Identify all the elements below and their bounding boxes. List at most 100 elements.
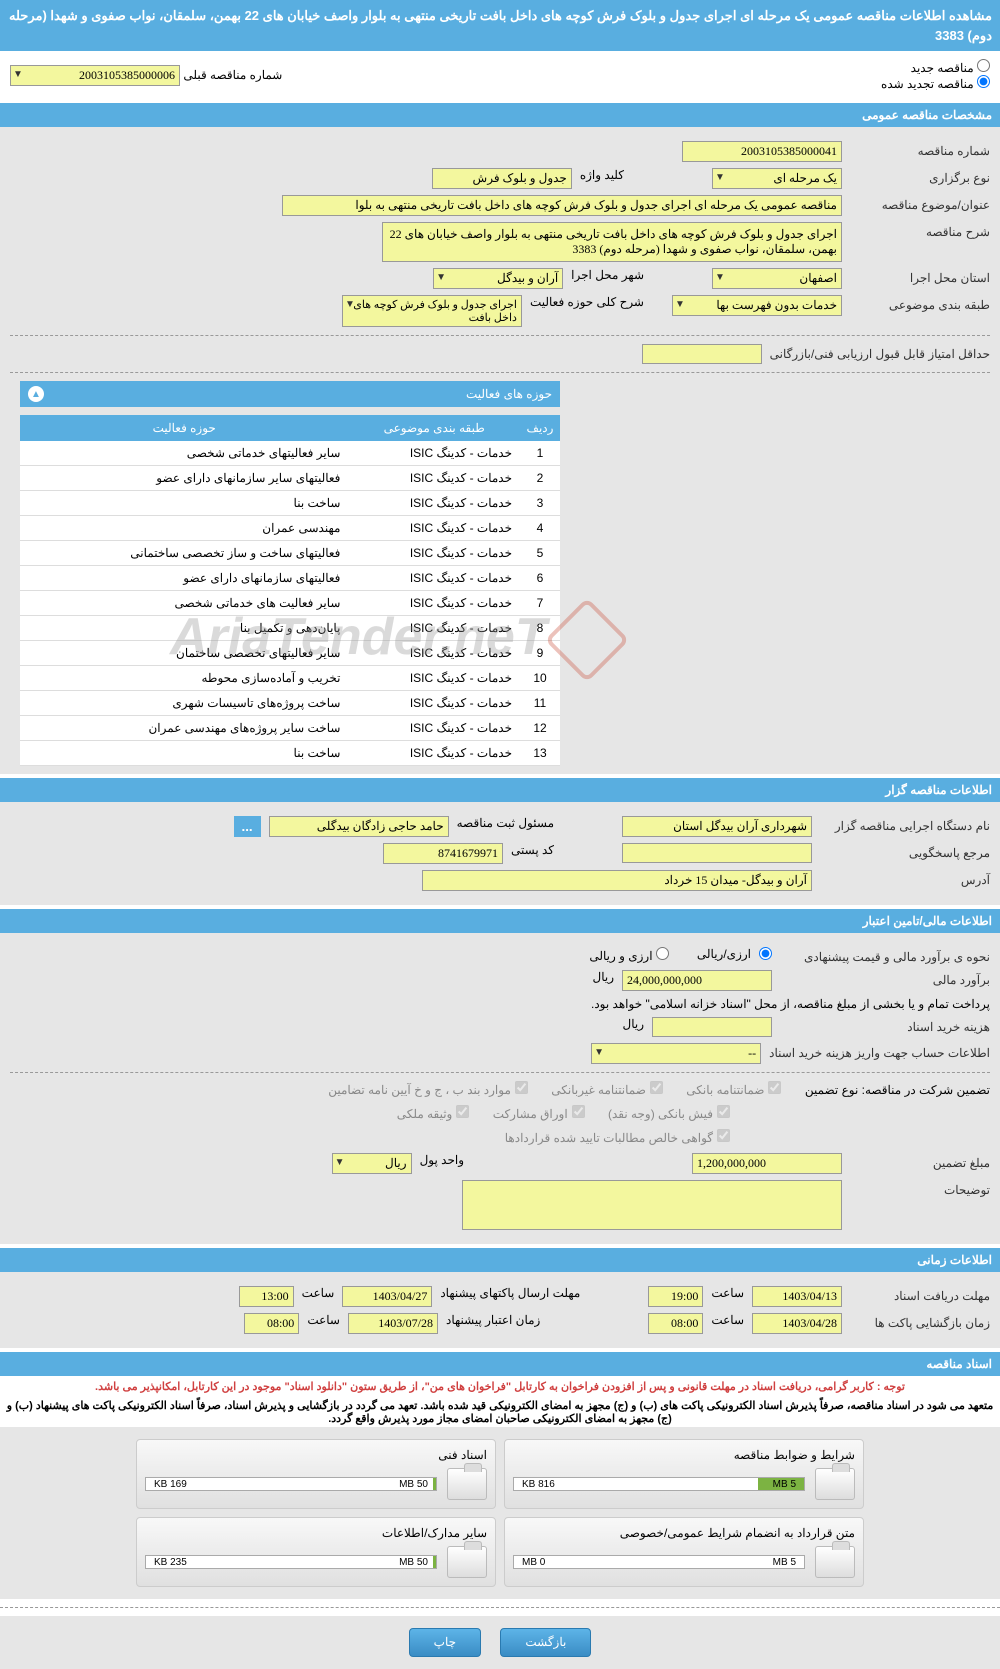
open-label: زمان بازگشایی پاکت ها [850,1313,990,1330]
validity-time[interactable]: 08:00 [244,1313,299,1334]
desc-textarea[interactable] [382,222,842,262]
table-row: 9خدمات - کدینگ ISICسایر فعالیتهای تخصصی … [20,641,560,666]
file-name: اسناد فنی [145,1448,487,1462]
radio-currency2[interactable] [656,947,669,960]
table-row: 10خدمات - کدینگ ISICتخریب و آماده‌سازی م… [20,666,560,691]
open-date[interactable]: 1403/04/28 [752,1313,842,1334]
file-name: سایر مدارک/اطلاعات [145,1526,487,1540]
prev-num-select[interactable]: 2003105385000006▼ [10,65,180,86]
currency-label2: ریال [622,1017,644,1031]
unit-select[interactable]: ریال▼ [332,1153,412,1174]
radio-renewed[interactable] [977,75,990,88]
file-box[interactable]: شرایط و ضوابط مناقصه 5 MB 816 KB [504,1439,864,1509]
method-label: نحوه ی برآورد مالی و قیمت پیشنهادی [780,947,990,964]
chk-nonbank [650,1081,663,1094]
keyword-field[interactable]: جدول و بلوک فرش [432,168,572,189]
province-label: استان محل اجرا [850,268,990,285]
doc-cost-field[interactable] [652,1017,772,1037]
chk-bank [768,1081,781,1094]
section-general-specs: مشخصات مناقصه عمومی [0,103,1000,127]
postal-label: کد پستی [511,843,554,857]
contact-field[interactable] [622,843,812,863]
section-tenderer-info: اطلاعات مناقصه گزار [0,778,1000,802]
min-score-label: حداقل امتیاز قابل قبول ارزیابی فنی/بازرگ… [770,344,990,361]
guarantee-label: تضمین شرکت در مناقصه: نوع تضمین [805,1083,990,1097]
print-button[interactable]: چاپ [409,1628,481,1657]
hold-type-label: نوع برگزاری [850,168,990,185]
category-select[interactable]: خدمات بدون فهرست بها▼ [672,295,842,316]
page-title: مشاهده اطلاعات مناقصه عمومی یک مرحله ای … [0,0,1000,51]
section-documents: اسناد مناقصه [0,1352,1000,1376]
estimate-field[interactable]: 24,000,000,000 [622,970,772,991]
progress-bar: 50 MB 235 KB [145,1555,437,1569]
org-field: شهرداری آران بیدگل استان [622,816,812,837]
table-row: 3خدمات - کدینگ ISICساخت بنا [20,491,560,516]
warning-2: متعهد می شود در اسناد مناقصه، صرفاً پذیر… [0,1397,1000,1427]
min-score-field[interactable] [642,344,762,364]
collapse-icon[interactable]: ▲ [28,386,44,402]
contact-label: مرجع پاسخگویی [820,843,990,860]
method-opt2: ارزی و ریالی [589,949,652,963]
method-opt1: ارزی/ریالی [697,947,751,961]
doc-deadline-date[interactable]: 1403/04/13 [752,1286,842,1307]
account-select[interactable]: --▼ [591,1043,761,1064]
city-select[interactable]: آران و بیدگل▼ [433,268,563,289]
folder-icon [815,1546,855,1578]
keyword-label: کلید واژه [580,168,624,182]
postal-field[interactable]: 8741679971 [383,843,503,864]
time-label3: ساعت [711,1313,744,1327]
desc-label: شرح مناقصه [850,222,990,239]
doc-cost-label: هزینه خرید اسناد [780,1017,990,1034]
activity-desc-select[interactable]: اجرای جدول و بلوک فرش کوچه های داخل بافت… [342,295,522,327]
table-row: 6خدمات - کدینگ ISICفعالیتهای سازمانهای د… [20,566,560,591]
section-timing: اطلاعات زمانی [0,1248,1000,1272]
chk-property [456,1105,469,1118]
file-box[interactable]: اسناد فنی 50 MB 169 KB [136,1439,496,1509]
tender-num-label: شماره مناقصه [850,141,990,158]
notes-textarea[interactable] [462,1180,842,1230]
section-financial: اطلاعات مالی/تامین اعتبار [0,909,1000,933]
back-button[interactable]: بازگشت [500,1628,591,1657]
col-category: طبقه بندی موضوعی [348,415,520,441]
estimate-label: برآورد مالی [780,970,990,987]
subject-field[interactable]: مناقصه عمومی یک مرحله ای اجرای جدول و بل… [282,195,842,216]
table-row: 13خدمات - کدینگ ISICساخت بنا [20,741,560,766]
address-field[interactable]: آران و بیدگل- میدان 15 خرداد [422,870,812,891]
table-row: 11خدمات - کدینگ ISICساخت پروژه‌های تاسیس… [20,691,560,716]
file-box[interactable]: متن قرارداد به انضمام شرایط عمومی/خصوصی … [504,1517,864,1587]
file-boxes-area: شرایط و ضوابط مناقصه 5 MB 816 KB اسناد ف… [0,1427,1000,1599]
activity-desc-label: شرح کلی حوزه فعالیت [530,295,644,309]
time-label2: ساعت [302,1286,335,1300]
table-row: 8خدمات - کدینگ ISICپایان‌دهی و تکمیل بنا [20,616,560,641]
validity-label: زمان اعتبار پیشنهاد [446,1313,540,1327]
send-deadline-date[interactable]: 1403/04/27 [342,1286,432,1307]
category-label: طبقه بندی موضوعی [850,295,990,312]
radio-new-label: مناقصه جدید [911,61,974,75]
currency-label: ریال [592,970,614,984]
tender-num-field: 2003105385000041 [682,141,842,162]
file-box[interactable]: سایر مدارک/اطلاعات 50 MB 235 KB [136,1517,496,1587]
address-label: آدرس [820,870,990,887]
activity-table-caption: حوزه های فعالیت ▲ [20,381,560,407]
doc-deadline-label: مهلت دریافت اسناد [850,1286,990,1303]
folder-icon [447,1546,487,1578]
prev-num-label: شماره مناقصه قبلی [183,68,282,82]
chk-items [515,1081,528,1094]
hold-type-select[interactable]: یک مرحله ای▼ [712,168,842,189]
radio-currency1[interactable] [759,947,772,960]
province-select[interactable]: اصفهان▼ [712,268,842,289]
activity-table: ردیف طبقه بندی موضوعی حوزه فعالیت 1خدمات… [20,415,560,766]
registrar-lookup-button[interactable]: ... [234,816,261,837]
radio-new[interactable] [977,59,990,72]
progress-bar: 5 MB 0 MB [513,1555,805,1569]
col-activity: حوزه فعالیت [20,415,348,441]
open-time[interactable]: 08:00 [648,1313,703,1334]
validity-date[interactable]: 1403/07/28 [348,1313,438,1334]
registrar-field: حامد حاجی زادگان بیدگلی [269,816,449,837]
guarantee-amount-label: مبلغ تضمین [850,1153,990,1170]
send-deadline-time[interactable]: 13:00 [239,1286,294,1307]
warning-1: توجه : کاربر گرامی، دریافت اسناد در مهلت… [0,1376,1000,1397]
guarantee-amount-field[interactable]: 1,200,000,000 [692,1153,842,1174]
doc-deadline-time[interactable]: 19:00 [648,1286,703,1307]
table-row: 7خدمات - کدینگ ISICسایر فعالیت های خدمات… [20,591,560,616]
